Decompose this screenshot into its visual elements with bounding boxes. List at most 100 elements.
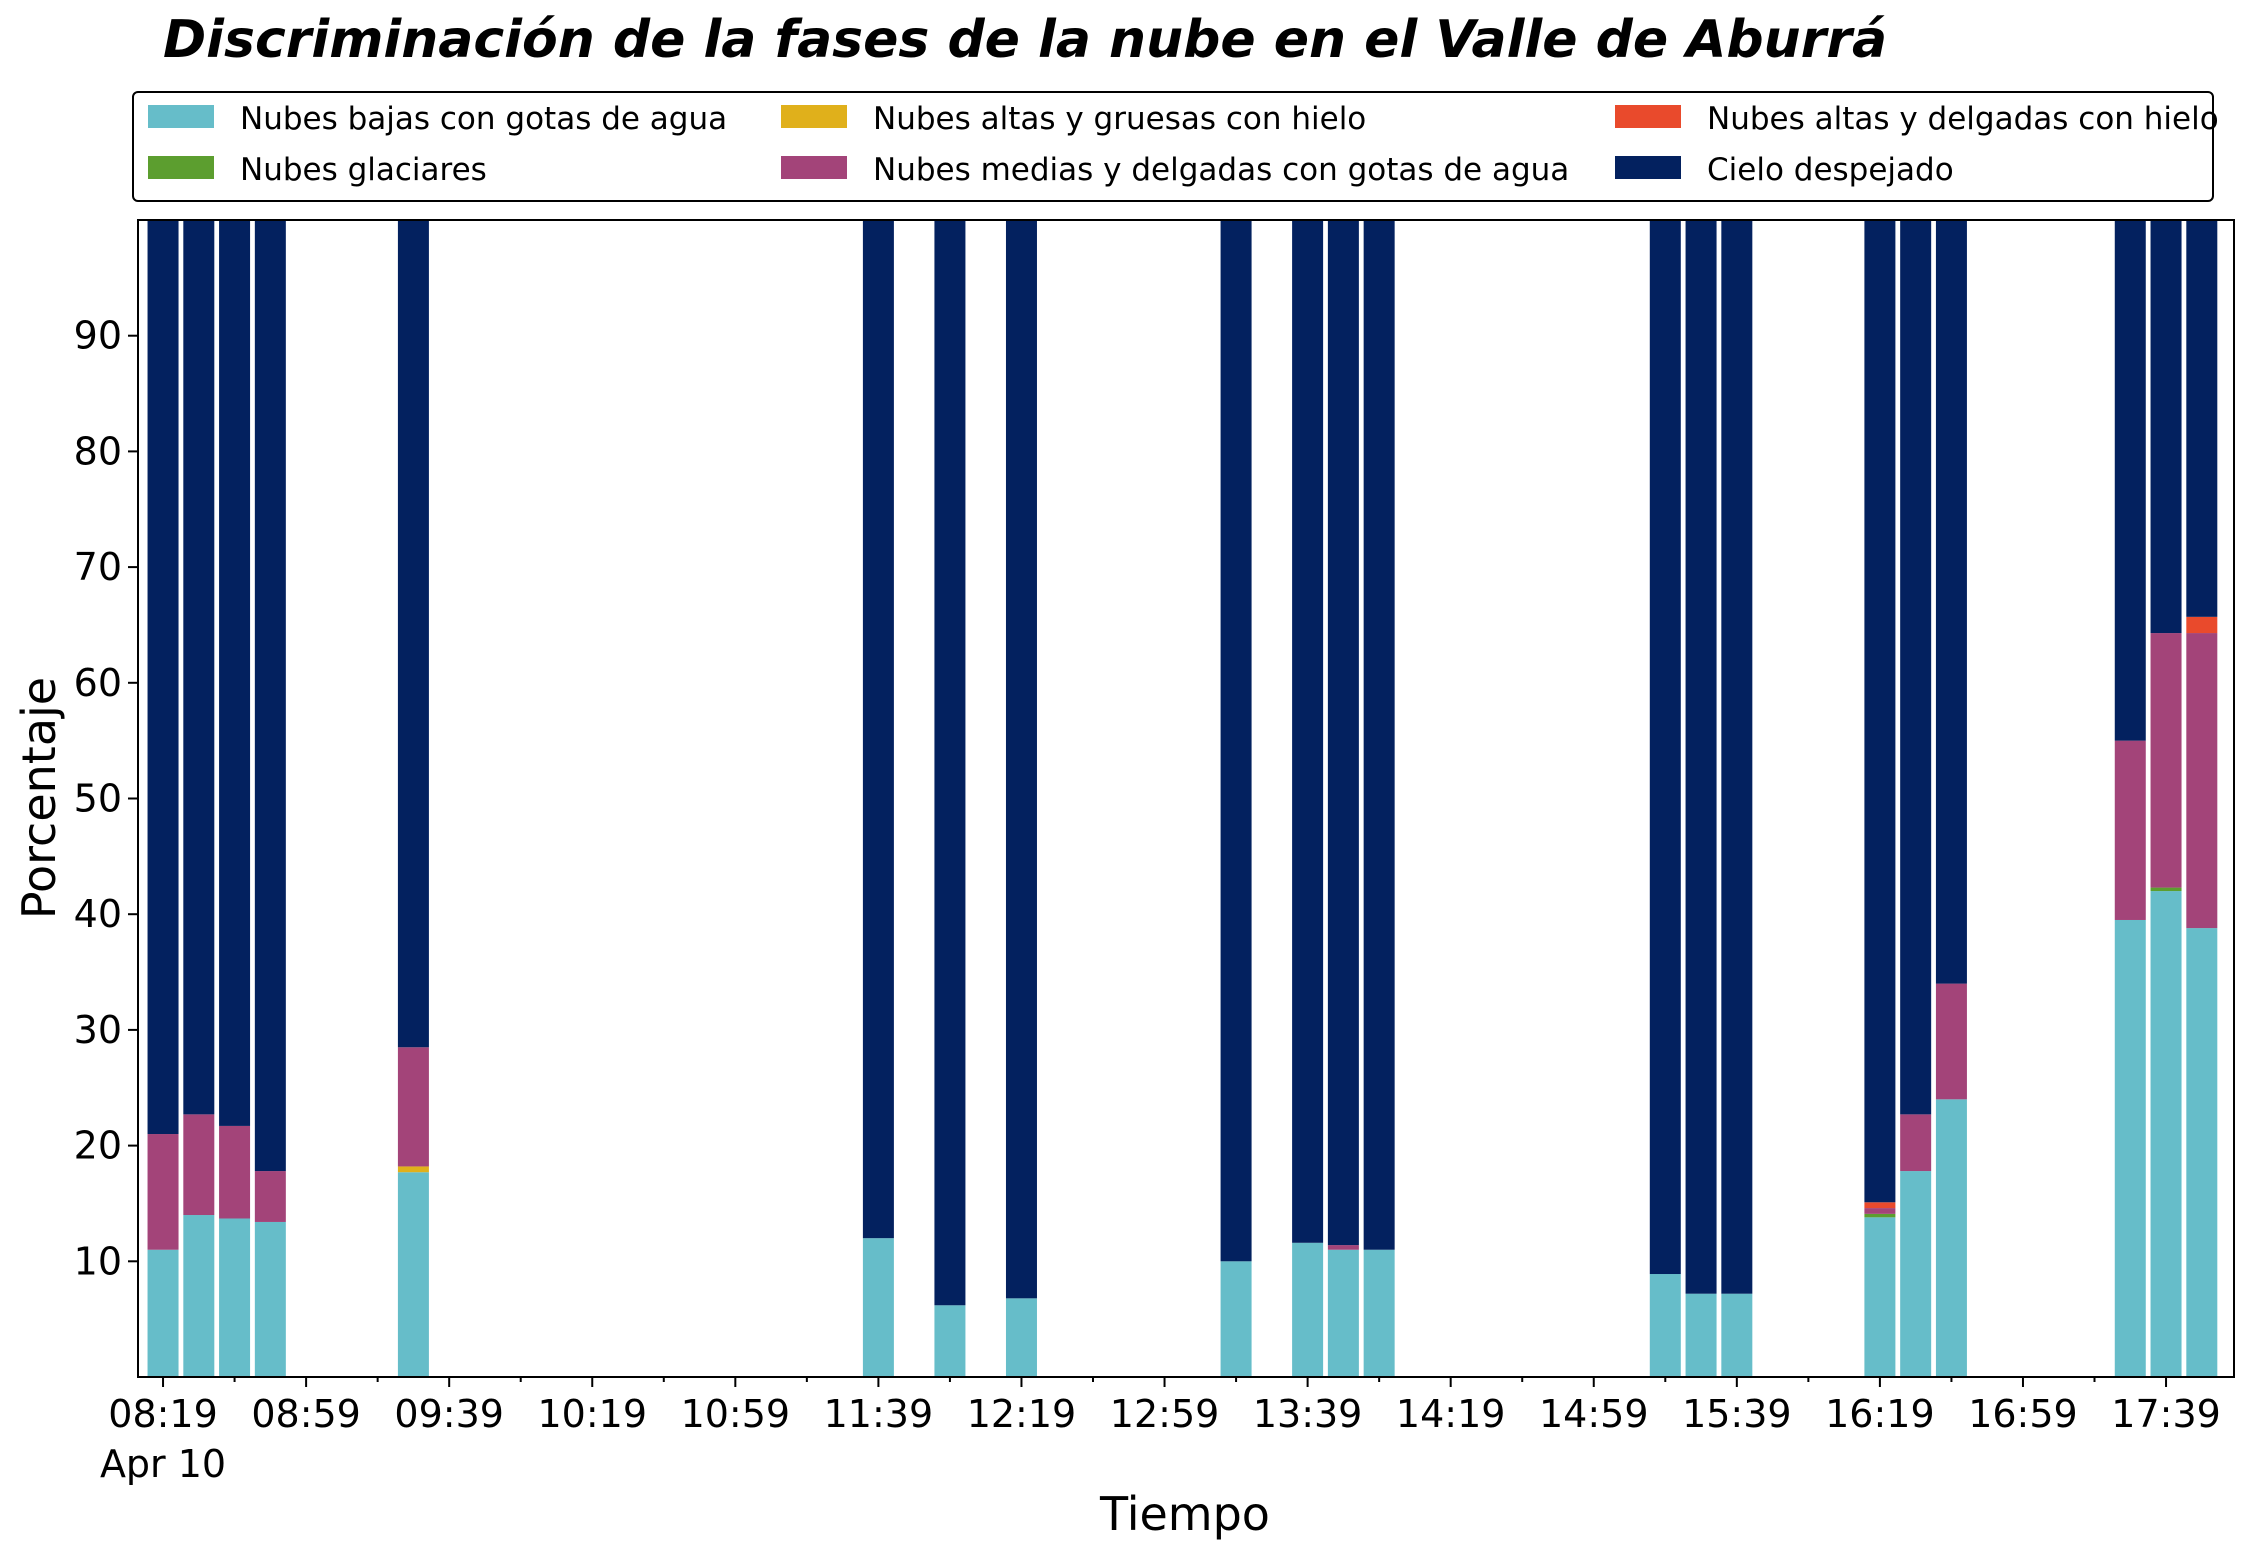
bar-segment-1619-s1 (1864, 1213, 1896, 1218)
y-axis-label: Porcentaje (12, 677, 66, 919)
x-tick-label: 10:19 (537, 1392, 647, 1436)
bar-segment-1519-s5 (1649, 220, 1681, 1275)
bar-segment-1539-s0 (1721, 1293, 1753, 1377)
bar-segment-1159-s0 (934, 1305, 966, 1377)
plot-area: 10 20 30 40 50 60 70 80 90 08:19 Apr 10 08:59 09:39… (74, 219, 2235, 1486)
bar-segment-1349-s3 (1327, 1245, 1359, 1250)
bar-segment-1729-s3 (2114, 740, 2146, 920)
x-tick-label: 10:59 (681, 1392, 791, 1436)
legend-items: Nubes bajas con gotas de agua Nubes glaci… (148, 101, 2219, 188)
bar-segment-1739-s3 (2150, 633, 2182, 888)
bar-segment-1219-s5 (1005, 220, 1037, 1299)
bar-segment-1619-s0 (1864, 1217, 1896, 1377)
bar-segment-1319-s5 (1220, 220, 1252, 1262)
bar-segment-1739-s1 (2150, 887, 2182, 892)
bar-segment-1139-s5 (862, 220, 894, 1239)
x-tick-label: 16:19 (1825, 1392, 1935, 1436)
bar-segment-1749-s0 (2186, 928, 2218, 1377)
legend-label: Nubes glaciares (240, 152, 487, 188)
bar-segment-1159-s5 (934, 220, 966, 1306)
bar-segment-0839-s0 (219, 1218, 251, 1377)
bar-segment-1749-s5 (2186, 220, 2218, 617)
bar-segment-1139-s0 (862, 1238, 894, 1377)
legend-swatch (148, 156, 214, 179)
bar-segment-0839-s5 (219, 220, 251, 1126)
bar-segment-1529-s5 (1685, 220, 1717, 1294)
bar-segment-0829-s3 (183, 1114, 215, 1216)
x-tick-label: 17:39 (2111, 1392, 2221, 1436)
bar-segment-0819-s5 (147, 220, 179, 1135)
y-tick-label: 20 (74, 1124, 122, 1168)
bar-segment-0829-s0 (183, 1215, 215, 1377)
x-tick-label: 12:59 (1110, 1392, 1220, 1436)
bars (147, 220, 2218, 1377)
bar-segment-1619-s3 (1864, 1208, 1896, 1214)
x-tick-label: 08:59 (251, 1392, 361, 1436)
x-tick-label: 16:59 (1968, 1392, 2078, 1436)
legend-swatch (781, 105, 847, 128)
y-tick-label: 50 (74, 777, 122, 821)
y-tick-label: 30 (74, 1008, 122, 1052)
bar-segment-1729-s5 (2114, 220, 2146, 741)
bar-segment-1639-s3 (1935, 983, 1967, 1100)
x-tick-label: 08:19 (108, 1392, 218, 1436)
x-tick-label: 11:39 (824, 1392, 934, 1436)
x-date-label: Apr 10 (100, 1442, 226, 1486)
legend-swatch (781, 156, 847, 179)
bar-segment-0819-s3 (147, 1134, 179, 1250)
bar-segment-1639-s0 (1935, 1099, 1967, 1377)
bar-segment-1359-s5 (1363, 220, 1395, 1250)
x-tick-label: 14:19 (1396, 1392, 1506, 1436)
y-tick-label: 60 (74, 661, 122, 705)
y-tick-label: 80 (74, 429, 122, 473)
bar-segment-1339-s5 (1292, 220, 1324, 1243)
legend-label: Nubes bajas con gotas de agua (240, 101, 727, 137)
y-tick-label: 40 (74, 892, 122, 936)
x-tick-label: 09:39 (394, 1392, 504, 1436)
chart-title: Discriminación de la fases de la nube en… (163, 10, 1887, 70)
bar-segment-0929-s5 (397, 220, 429, 1048)
bar-segment-0929-s2 (397, 1166, 429, 1173)
legend-label: Nubes altas y delgadas con hielo (1707, 101, 2219, 137)
bar-segment-0849-s3 (254, 1171, 286, 1222)
x-tick-label: 15:39 (1682, 1392, 1792, 1436)
bar-segment-1729-s0 (2114, 919, 2146, 1377)
legend-swatch (1615, 156, 1681, 179)
x-axis-label: Tiempo (1099, 1487, 1270, 1541)
bar-segment-0819-s0 (147, 1249, 179, 1377)
x-tick-label: 12:19 (967, 1392, 1077, 1436)
bar-segment-1749-s4 (2186, 616, 2218, 634)
legend-label: Nubes medias y delgadas con gotas de agu… (873, 152, 1569, 188)
bar-segment-1319-s0 (1220, 1261, 1252, 1377)
bar-segment-1639-s5 (1935, 220, 1967, 984)
bar-segment-0839-s3 (219, 1125, 251, 1219)
bar-segment-1739-s5 (2150, 220, 2182, 634)
bar-segment-1629-s3 (1900, 1114, 1932, 1172)
y-tick-label: 10 (74, 1239, 122, 1283)
bar-segment-1539-s5 (1721, 220, 1753, 1294)
bar-segment-1739-s0 (2150, 891, 2182, 1377)
bar-segment-1339-s0 (1292, 1242, 1324, 1377)
bar-segment-0849-s5 (254, 220, 286, 1172)
bar-segment-1219-s0 (1005, 1298, 1037, 1377)
legend-swatch (148, 105, 214, 128)
bar-segment-1749-s3 (2186, 633, 2218, 929)
legend-label: Nubes altas y gruesas con hielo (873, 101, 1366, 137)
legend-label: Cielo despejado (1707, 152, 1954, 188)
bar-segment-0849-s0 (254, 1221, 286, 1377)
bar-segment-1529-s0 (1685, 1293, 1717, 1377)
bar-segment-1619-s5 (1864, 220, 1896, 1203)
y-tick-label: 90 (74, 314, 122, 358)
bar-segment-0929-s3 (397, 1047, 429, 1167)
bar-segment-0929-s0 (397, 1172, 429, 1377)
bar-segment-1629-s5 (1900, 220, 1932, 1115)
bar-segment-0829-s5 (183, 220, 215, 1115)
y-tick-label: 70 (74, 545, 122, 589)
bar-segment-1349-s0 (1327, 1249, 1359, 1377)
bar-segment-1629-s0 (1900, 1171, 1932, 1377)
bar-segment-1349-s5 (1327, 220, 1359, 1246)
legend-swatch (1615, 105, 1681, 128)
x-tick-label: 13:39 (1253, 1392, 1363, 1436)
legend: Nubes bajas con gotas de agua Nubes glaci… (132, 91, 2219, 202)
